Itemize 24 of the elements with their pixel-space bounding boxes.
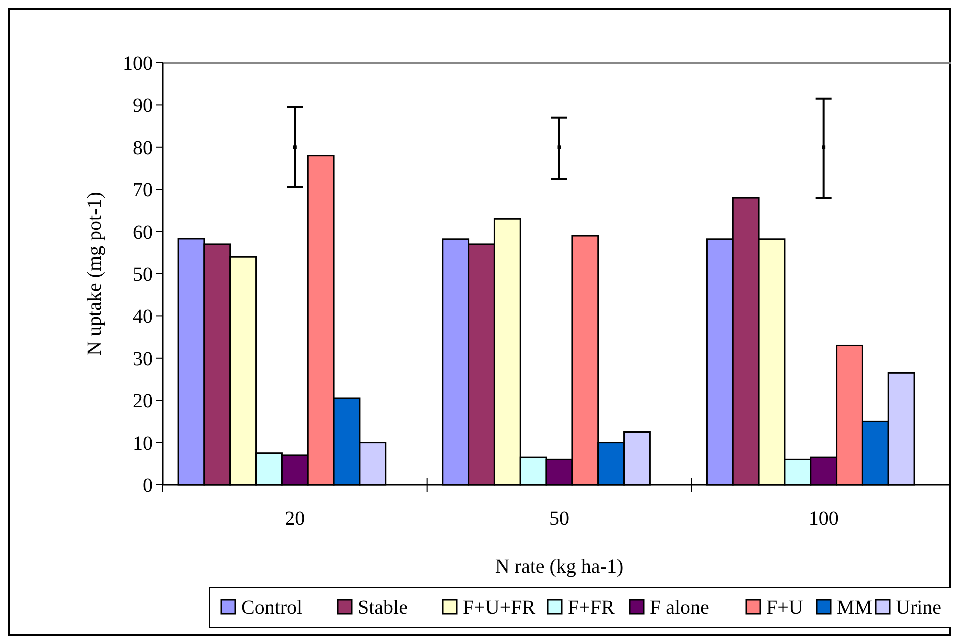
x-tick-label: 20 <box>285 508 306 530</box>
y-tick-label: 30 <box>133 348 153 370</box>
x-tick-label: 100 <box>808 508 839 530</box>
y-axis-title: N uptake (mg pot-1) <box>84 192 106 356</box>
legend-label: F+FR <box>568 597 616 619</box>
legend-label: F+U <box>766 597 804 619</box>
legend-label: Urine <box>896 597 942 619</box>
legend-label: Stable <box>358 597 408 619</box>
y-tick-label: 100 <box>123 53 153 75</box>
legend-label: MM <box>837 597 873 619</box>
y-tick-label: 50 <box>133 264 153 286</box>
y-tick-label: 20 <box>133 390 153 413</box>
y-tick-label: 90 <box>133 95 153 118</box>
y-tick-label: 0 <box>143 475 153 497</box>
legend-label: Control <box>242 597 304 619</box>
y-tick-label: 60 <box>133 222 153 244</box>
x-tick-label: 50 <box>550 508 570 530</box>
legend-label: F+U+FR <box>463 597 536 619</box>
x-axis-title: N rate (kg ha-1) <box>495 556 624 578</box>
legend-label: F alone <box>650 597 710 619</box>
y-tick-label: 70 <box>133 180 153 202</box>
y-tick-label: 10 <box>133 432 153 455</box>
y-tick-label: 80 <box>133 137 153 160</box>
y-tick-label: 40 <box>133 306 153 328</box>
